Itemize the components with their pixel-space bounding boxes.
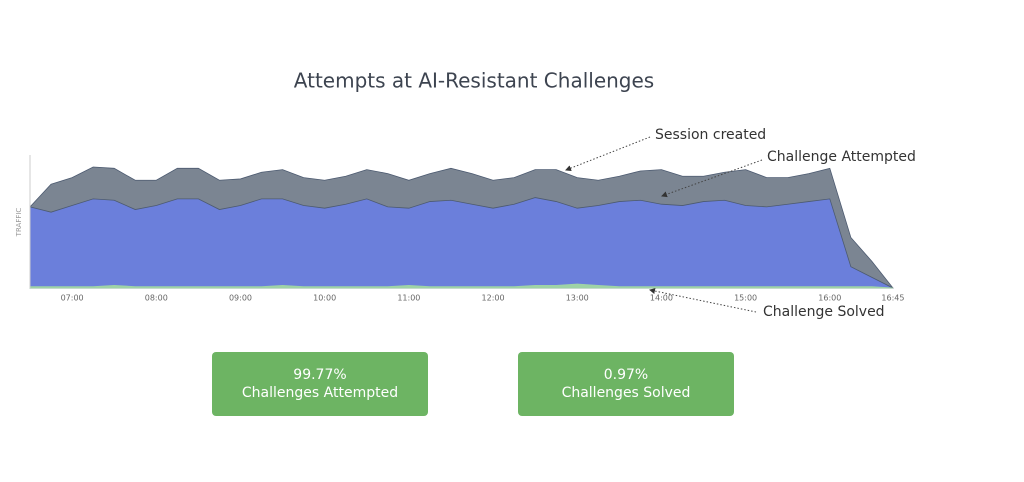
x-tick-label: 10:00	[313, 294, 336, 303]
x-tick-label: 09:00	[229, 294, 252, 303]
chart-title: Attempts at AI-Resistant Challenges	[294, 69, 654, 93]
x-tick-label: 16:45	[881, 294, 904, 303]
x-tick-label: 07:00	[61, 294, 84, 303]
area	[29, 197, 894, 289]
leader	[565, 136, 651, 171]
y-axis-label: TRAFFIC	[15, 208, 23, 238]
x-tick-label: 11:00	[397, 294, 420, 303]
x-tick-label: 14:00	[650, 294, 673, 303]
x-tick-label: 13:00	[566, 294, 589, 303]
x-tick-label: 15:00	[734, 294, 757, 303]
annotation: Challenge Attempted	[767, 149, 916, 165]
leader	[661, 159, 763, 198]
stat-value: 99.77%	[293, 367, 347, 383]
stat-value: 0.97%	[603, 367, 649, 383]
stat-label: Challenges Attempted	[241, 385, 399, 401]
x-tick-label: 12:00	[482, 294, 505, 303]
stat-box: 0.97% Challenges Solved	[518, 352, 734, 416]
leader	[649, 288, 757, 313]
stat-box: 99.77% Challenges Attempted	[212, 352, 428, 416]
annotation: Session created	[655, 127, 766, 143]
annotation: Challenge Solved	[763, 304, 885, 320]
stat-label: Challenges Solved	[561, 385, 691, 401]
x-tick-label: 08:00	[145, 294, 168, 303]
x-tick-label: 16:00	[818, 294, 841, 303]
area	[29, 283, 893, 289]
